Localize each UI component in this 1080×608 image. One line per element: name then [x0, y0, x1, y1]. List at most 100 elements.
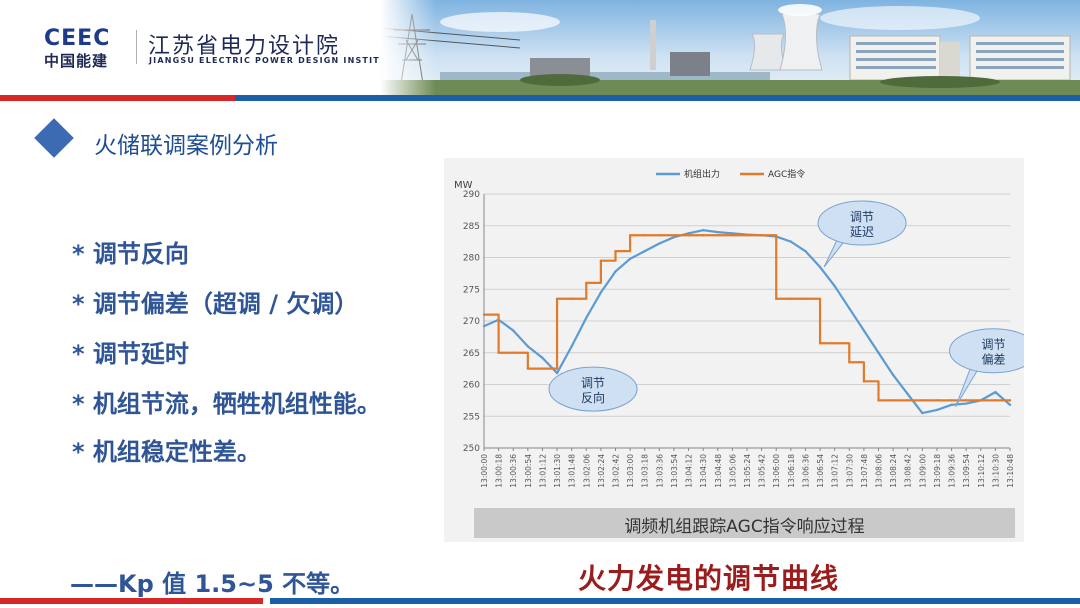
- data-point-unit-output: [482, 324, 486, 328]
- y-tick-label: 290: [463, 190, 480, 200]
- data-point-unit-output: [716, 230, 719, 234]
- data-point-unit-output: [658, 242, 661, 245]
- y-tick-label: 280: [463, 254, 480, 264]
- x-tick-label: 13:00:18: [495, 454, 504, 488]
- bullet-list: * 调节反向 * 调节偏差（超调 / 欠调） * 调节延时 * 机组节流，牺牲机…: [72, 238, 402, 486]
- x-tick-label: 13:07:30: [845, 454, 854, 488]
- bullet-item: * 调节延时: [72, 340, 189, 368]
- diamond-bullet-icon: [34, 118, 74, 158]
- x-tick-label: 13:05:24: [743, 454, 752, 488]
- x-tick-label: 13:00:36: [509, 454, 518, 488]
- y-tick-label: 270: [463, 317, 480, 327]
- data-point-unit-output: [701, 228, 705, 232]
- y-tick-label: 285: [463, 222, 480, 232]
- data-point-unit-output: [789, 240, 793, 243]
- data-point-agc-command: [482, 313, 486, 316]
- data-point-agc-command: [555, 297, 559, 300]
- data-point-unit-output: [687, 232, 690, 235]
- callout-bubble: [817, 200, 907, 246]
- callout-label-line1: 调节: [982, 338, 1006, 352]
- x-tick-label: 13:10:48: [1006, 454, 1015, 488]
- data-point-agc-command: [731, 234, 734, 237]
- x-tick-label: 13:03:00: [626, 454, 635, 488]
- data-point-unit-output: [628, 257, 632, 260]
- data-point-agc-command: [906, 399, 909, 402]
- x-tick-label: 13:05:42: [758, 454, 767, 488]
- x-tick-label: 13:09:54: [962, 454, 971, 488]
- data-point-agc-command: [687, 234, 690, 237]
- x-tick-label: 13:03:54: [670, 454, 679, 488]
- x-tick-label: 13:08:24: [889, 454, 898, 488]
- data-point-agc-command: [497, 351, 500, 354]
- callout-label-line1: 调节: [850, 210, 874, 224]
- data-point-unit-output: [906, 392, 909, 396]
- data-point-unit-output: [848, 307, 851, 310]
- data-point-unit-output: [570, 345, 573, 348]
- power-plant-banner-image: [380, 0, 1080, 95]
- data-point-agc-command: [672, 234, 676, 237]
- x-tick-label: 13:03:18: [641, 454, 650, 488]
- data-point-unit-output: [862, 329, 866, 332]
- x-tick-label: 13:01:30: [553, 454, 562, 488]
- data-point-unit-output: [555, 371, 559, 375]
- x-tick-label: 13:08:06: [875, 454, 884, 488]
- data-point-agc-command: [585, 281, 588, 285]
- data-point-agc-command: [862, 380, 866, 383]
- data-point-unit-output: [877, 351, 880, 354]
- data-point-agc-command: [979, 399, 982, 402]
- x-tick-label: 13:00:00: [480, 454, 489, 488]
- data-point-agc-command: [643, 234, 646, 237]
- data-point-unit-output: [921, 411, 924, 415]
- callout-label-line1: 调节: [581, 376, 605, 390]
- chart-caption: 调频机组跟踪AGC指令响应过程: [624, 517, 865, 537]
- x-tick-label: 13:02:24: [597, 454, 606, 488]
- x-tick-label: 13:06:00: [772, 454, 781, 488]
- bullet-item: * 机组稳定性差。: [72, 438, 261, 466]
- x-tick-label: 13:02:42: [612, 454, 621, 488]
- regulation-curve-chart: 250 255 260 265 270 275 280 285 290 MW 13:00:00 13:…: [444, 158, 1024, 542]
- company-logo: CEEC 中国能建: [44, 26, 132, 70]
- x-tick-label: 13:08:42: [904, 454, 913, 488]
- x-tick-label: 13:06:18: [787, 454, 796, 488]
- data-point-agc-command: [877, 399, 880, 402]
- header-accent-bar-blue: [235, 95, 1080, 101]
- kp-value-note: ——Kp 值 1.5~5 不等。: [70, 570, 355, 598]
- data-point-agc-command: [599, 259, 603, 262]
- data-point-agc-command: [614, 249, 617, 253]
- data-point-agc-command: [935, 399, 939, 402]
- organization-name: 江苏省电力设计院: [148, 34, 341, 59]
- data-point-agc-command: [818, 342, 822, 345]
- data-point-agc-command: [701, 234, 705, 237]
- data-point-unit-output: [891, 373, 895, 377]
- data-point-agc-command: [512, 351, 515, 354]
- data-point-agc-command: [804, 297, 807, 300]
- footer-accent-bar-red: [0, 598, 263, 604]
- y-tick-label: 260: [463, 381, 480, 391]
- x-tick-label: 13:02:06: [582, 454, 591, 488]
- x-tick-label: 13:01:12: [538, 454, 547, 488]
- x-tick-label: 13:09:00: [918, 454, 927, 488]
- legend-label: AGC指令: [768, 168, 805, 180]
- callout-bubble: [949, 328, 1024, 374]
- x-tick-label: 13:03:36: [655, 454, 664, 488]
- data-point-unit-output: [935, 408, 939, 412]
- data-point-unit-output: [833, 284, 836, 288]
- y-axis-label: MW: [454, 180, 473, 191]
- x-tick-label: 13:06:36: [801, 454, 810, 488]
- data-point-unit-output: [512, 329, 515, 332]
- y-tick-label: 255: [463, 412, 480, 422]
- bullet-item: * 调节偏差（超调 / 欠调）: [72, 290, 359, 318]
- chart-caption-bar: 调频机组跟踪AGC指令响应过程: [474, 508, 1015, 538]
- data-point-agc-command: [760, 234, 763, 237]
- x-tick-label: 13:05:06: [728, 454, 737, 488]
- data-point-agc-command: [658, 234, 661, 237]
- x-tick-label: 13:00:54: [524, 454, 533, 488]
- data-point-agc-command: [848, 361, 851, 364]
- x-tick-label: 13:04:48: [714, 454, 723, 488]
- section-title: 火储联调案例分析: [94, 133, 278, 159]
- data-point-agc-command: [789, 297, 793, 300]
- x-tick-label: 13:06:54: [816, 454, 825, 488]
- data-point-unit-output: [541, 356, 544, 360]
- callout-bubble: [548, 366, 638, 412]
- data-point-agc-command: [628, 234, 632, 237]
